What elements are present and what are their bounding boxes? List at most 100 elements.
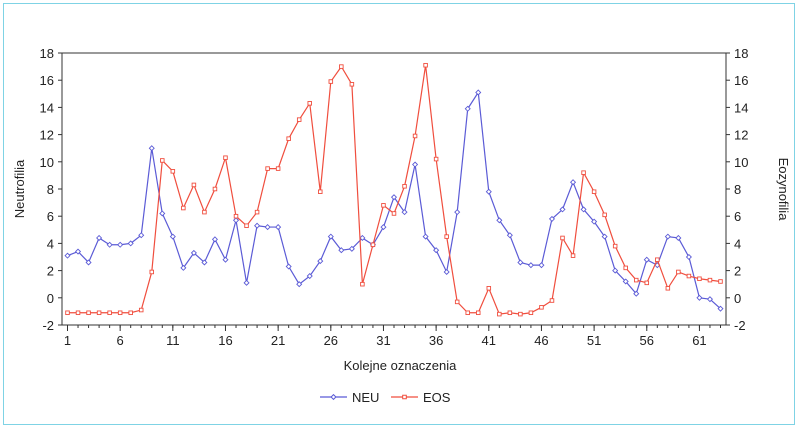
x-tick-label: 56 [640, 333, 654, 348]
x-tick-label: 31 [376, 333, 390, 348]
data-point-eos [254, 209, 260, 215]
data-point-eos [96, 310, 102, 316]
legend-item-eos: EOS [391, 390, 451, 405]
data-point-eos [549, 298, 555, 303]
legend: NEU EOS [320, 390, 451, 405]
y-tick-label-right: 16 [734, 73, 748, 88]
data-point-eos [328, 79, 334, 84]
data-point-neu [96, 234, 103, 241]
data-point-neu [664, 233, 671, 240]
data-point-eos [612, 243, 618, 249]
data-point-neu [138, 232, 145, 239]
data-point-eos [360, 281, 365, 287]
data-point-eos [107, 310, 112, 316]
data-point-neu [190, 249, 197, 256]
data-point-neu [306, 273, 313, 280]
data-point-neu [496, 217, 503, 224]
data-point-eos [286, 136, 291, 141]
data-point-neu [422, 233, 429, 240]
data-point-neu [622, 278, 629, 285]
data-point-neu [117, 241, 124, 248]
data-point-neu [506, 232, 513, 239]
data-point-eos [433, 156, 439, 162]
series-eos [65, 62, 723, 317]
data-point-neu [464, 105, 471, 112]
data-point-neu [201, 259, 208, 266]
x-tick-label: 1 [64, 333, 71, 348]
data-point-neu [243, 279, 250, 286]
data-point-eos [128, 310, 133, 316]
data-point-eos [349, 82, 355, 87]
data-point-eos [423, 62, 428, 68]
data-point-eos [476, 310, 481, 316]
legend-marker-neu [330, 393, 337, 401]
data-point-eos [686, 273, 692, 279]
legend-label-neu: NEU [352, 390, 379, 405]
legend-label-eos: EOS [423, 390, 451, 405]
data-point-neu [485, 188, 492, 195]
data-point-eos [539, 305, 544, 310]
data-point-eos [454, 299, 460, 305]
data-point-neu [706, 296, 714, 303]
x-tick-label: 46 [534, 333, 548, 348]
x-tick-label: 36 [429, 333, 443, 348]
data-point-neu [317, 258, 324, 265]
legend-item-neu: NEU [320, 390, 379, 405]
data-point-neu [74, 248, 82, 255]
data-point-eos [697, 276, 702, 282]
data-point-eos [633, 277, 639, 283]
data-point-neu [211, 236, 218, 243]
data-point-eos [518, 311, 523, 317]
data-point-neu [64, 252, 71, 259]
x-tick-label: 21 [271, 333, 285, 348]
y-tick-label-left: 12 [40, 128, 54, 143]
y-tick-label-right: 10 [734, 155, 748, 170]
y-tick-label-left: -2 [42, 318, 54, 333]
data-point-eos [223, 155, 228, 160]
data-point-eos [665, 286, 671, 291]
y-axis-title-left: Neutrofilia [12, 159, 27, 218]
data-point-eos [560, 235, 565, 241]
data-point-eos [149, 269, 155, 275]
data-point-neu [570, 179, 577, 186]
x-tick-label: 11 [166, 333, 180, 348]
series-line-eos [67, 65, 721, 315]
data-point-neu [264, 224, 271, 231]
data-point-neu [127, 240, 134, 247]
x-tick-label: 61 [692, 333, 706, 348]
data-point-neu [548, 215, 556, 222]
data-point-eos [117, 310, 123, 316]
y-tick-label-left: 4 [47, 236, 54, 251]
data-point-neu [348, 245, 355, 252]
y-tick-label-right: -2 [734, 318, 746, 333]
y-tick-label-left: 6 [47, 209, 54, 224]
data-point-eos [160, 158, 165, 163]
data-point-eos [296, 117, 302, 122]
data-point-neu [633, 290, 640, 297]
data-point-neu [580, 206, 587, 213]
data-point-eos [412, 133, 418, 139]
data-point-eos [339, 64, 344, 69]
data-point-eos [370, 242, 376, 248]
data-point-eos [570, 253, 576, 258]
data-point-eos [707, 277, 713, 283]
data-point-eos [602, 212, 607, 218]
data-point-eos [318, 189, 323, 194]
x-axis-title: Kolejne oznaczenia [344, 358, 458, 373]
data-point-eos [202, 209, 207, 215]
y-tick-label-right: 4 [734, 236, 741, 251]
data-point-neu [106, 241, 113, 248]
data-point-neu [159, 210, 166, 217]
data-point-eos [465, 310, 470, 316]
data-point-neu [380, 224, 387, 231]
legend-marker-eos [402, 394, 407, 400]
data-point-neu [517, 259, 524, 266]
data-point-neu [612, 267, 619, 274]
y-axis-title-right: Eozynofilia [776, 158, 791, 222]
chart-frame [3, 3, 795, 425]
series-line-neu [67, 90, 721, 310]
data-point-eos [233, 213, 239, 219]
data-point-eos [718, 279, 723, 284]
data-point-neu [401, 209, 408, 216]
